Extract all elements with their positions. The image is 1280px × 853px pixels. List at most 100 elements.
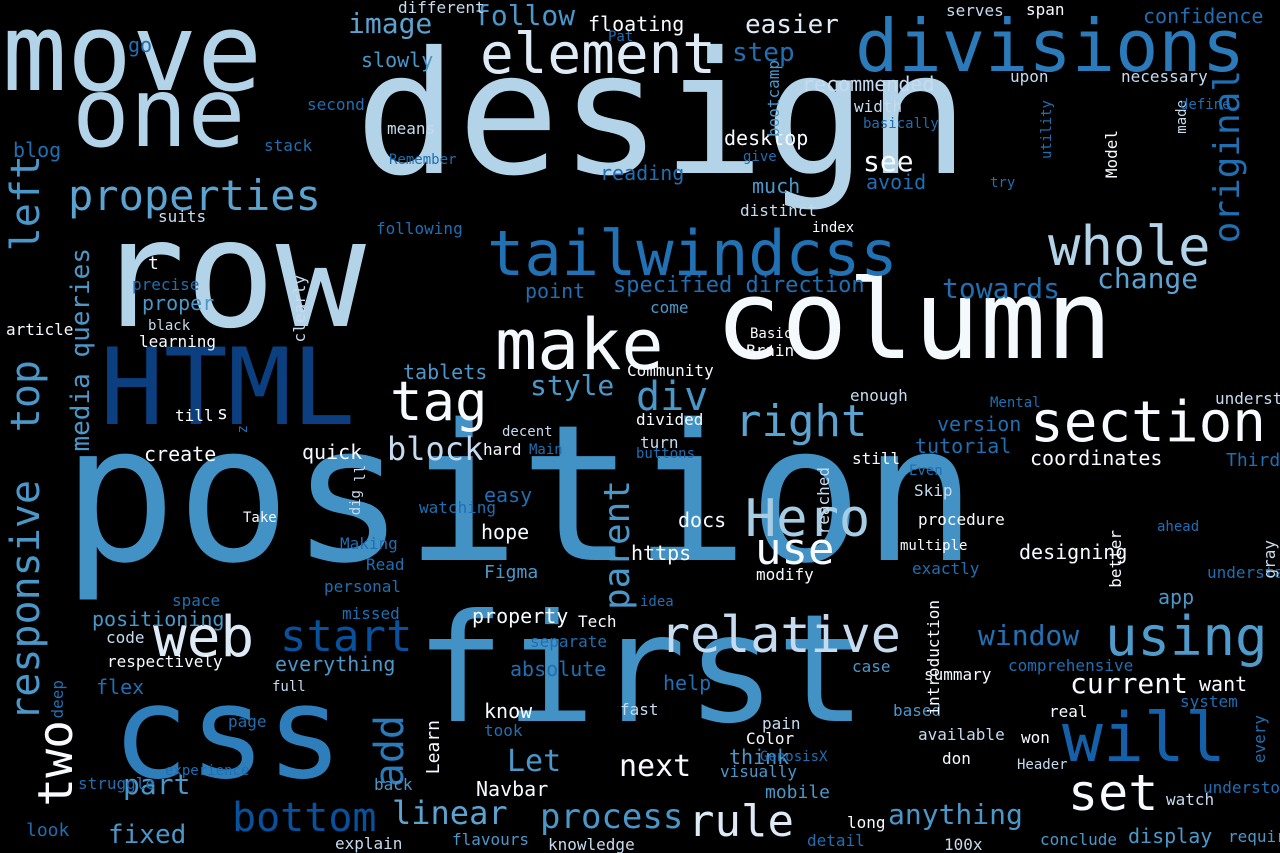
- word: enough: [850, 386, 908, 405]
- word: absolute: [510, 657, 607, 681]
- word: desktop: [724, 126, 809, 150]
- word: reading: [600, 161, 685, 185]
- word: using: [1105, 605, 1268, 668]
- word: z: [235, 425, 251, 434]
- word: display: [1128, 824, 1213, 848]
- word: explain: [335, 834, 403, 853]
- word: flex: [96, 675, 145, 699]
- word: tailwindcss: [487, 217, 898, 290]
- word: define: [1180, 97, 1231, 113]
- word: two: [28, 720, 84, 807]
- word: respectively: [107, 652, 223, 671]
- word: utility: [1039, 100, 1055, 160]
- word: easy: [484, 483, 533, 507]
- word: understand: [1215, 389, 1280, 408]
- word: div: [636, 374, 709, 420]
- word: gray: [1260, 540, 1279, 579]
- word: turn: [640, 433, 679, 452]
- word: real: [1049, 702, 1088, 721]
- word: Learn: [423, 720, 444, 775]
- word: system: [1180, 692, 1238, 711]
- word: make: [495, 304, 664, 386]
- word: don: [942, 749, 971, 768]
- word: span: [1026, 0, 1065, 19]
- word: pain: [762, 714, 801, 733]
- word: every: [1250, 715, 1269, 764]
- word: proper: [142, 291, 215, 315]
- word: column: [715, 256, 1113, 384]
- word: required: [1228, 827, 1280, 846]
- word: missed: [342, 604, 400, 623]
- word: serves: [946, 1, 1004, 20]
- word: Color: [746, 729, 795, 748]
- word: avoid: [866, 170, 927, 194]
- word: clearly: [290, 275, 309, 343]
- word: struggle: [78, 774, 156, 793]
- word: relative: [660, 606, 901, 664]
- word: design: [355, 16, 970, 214]
- word: quick: [302, 440, 363, 464]
- word: hope: [481, 520, 530, 544]
- word: everything: [275, 652, 396, 676]
- word: start: [280, 611, 413, 662]
- word: top: [3, 360, 49, 433]
- word: flavours: [452, 830, 530, 849]
- word: reached: [814, 467, 833, 535]
- word: property: [472, 604, 569, 628]
- word: see: [863, 145, 914, 178]
- word: t: [148, 253, 159, 274]
- word: dig: [348, 490, 364, 516]
- word: following: [376, 219, 463, 238]
- word: experience: [165, 763, 250, 779]
- word: tablets: [403, 360, 488, 384]
- word: watch: [1166, 790, 1215, 809]
- word: conclude: [1040, 830, 1118, 849]
- word: divisions: [855, 4, 1246, 88]
- word: till: [175, 406, 214, 425]
- word: personal: [324, 577, 402, 596]
- word: understanding: [1207, 563, 1280, 582]
- word: follow: [474, 0, 576, 32]
- word: exactly: [912, 559, 980, 578]
- word: position: [62, 384, 978, 605]
- word: blog: [13, 138, 62, 162]
- word: case: [852, 657, 891, 676]
- word: took: [484, 721, 523, 740]
- word: floating: [588, 12, 685, 36]
- word: recommended: [802, 72, 935, 96]
- word: ll: [353, 465, 369, 482]
- word: process: [540, 797, 684, 837]
- word: based: [893, 701, 942, 720]
- word: towards: [942, 272, 1061, 305]
- word: usage: [0, 0, 49, 17]
- word: multiple: [900, 538, 968, 554]
- word: hard: [483, 440, 522, 459]
- word: comprehensive: [1008, 656, 1134, 675]
- word: properties: [68, 171, 321, 220]
- word: css: [112, 659, 344, 808]
- word: change: [1097, 262, 1199, 295]
- word: precise: [132, 275, 200, 294]
- word: move: [2, 0, 263, 116]
- word: right: [735, 396, 868, 447]
- word: visually: [720, 762, 798, 781]
- word: whole: [1048, 215, 1211, 278]
- word: Hero: [745, 489, 871, 549]
- word: second: [307, 95, 365, 114]
- word: Read: [366, 555, 405, 574]
- word: confidence: [1143, 4, 1264, 28]
- word: media queries: [66, 248, 96, 452]
- word: designing: [1019, 540, 1128, 564]
- word: Navbar: [476, 777, 549, 801]
- word: article: [6, 320, 74, 339]
- word: Let: [507, 744, 562, 779]
- word: window: [978, 619, 1080, 652]
- word: element: [480, 22, 717, 87]
- word: Header: [1017, 757, 1068, 773]
- word: idea: [640, 594, 674, 610]
- word: help: [663, 671, 712, 695]
- word: think: [729, 745, 790, 769]
- word: try: [990, 175, 1016, 191]
- word: create: [144, 442, 217, 466]
- word: Even: [909, 463, 943, 479]
